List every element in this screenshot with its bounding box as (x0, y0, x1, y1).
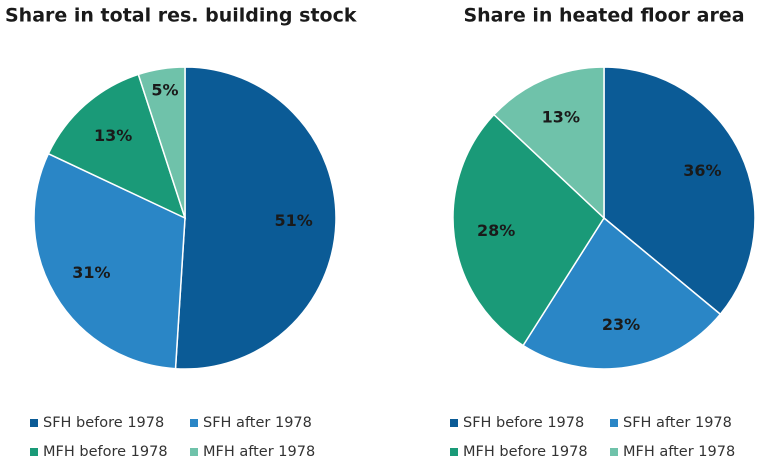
legend-label: SFH after 1978 (203, 415, 312, 431)
data-label: 13% (542, 108, 580, 127)
legend-label: MFH before 1978 (463, 444, 588, 460)
chart-title: Share in heated floor area (463, 5, 744, 27)
legend-label: MFH before 1978 (43, 444, 168, 460)
pie-slice (492, 66, 605, 220)
data-label: 36% (683, 161, 721, 180)
chart-title: Share in total res. building stock (5, 5, 357, 27)
legend-swatch (610, 448, 618, 456)
legend-label: MFH after 1978 (623, 444, 735, 460)
legend-swatch (450, 448, 458, 456)
pie-slice (174, 66, 337, 370)
pie-slice (137, 66, 186, 219)
legend-label: SFH before 1978 (43, 415, 164, 431)
legend-swatch (30, 448, 38, 456)
pie-slice (603, 66, 756, 316)
pie-slice (522, 216, 722, 370)
legend-swatch (30, 419, 38, 427)
legend-swatch (610, 419, 618, 427)
data-label: 51% (275, 211, 313, 230)
legend-swatch (190, 419, 198, 427)
data-label: 13% (94, 126, 132, 145)
data-label: 23% (602, 315, 640, 334)
legend-swatch (450, 419, 458, 427)
pie-slice (47, 73, 187, 220)
legend-swatch (190, 448, 198, 456)
legend-label: MFH after 1978 (203, 444, 315, 460)
pie-slice (33, 152, 186, 370)
legend-label: SFH before 1978 (463, 415, 584, 431)
pie-slice (452, 113, 605, 347)
data-label: 28% (477, 221, 515, 240)
legend-label: SFH after 1978 (623, 415, 732, 431)
data-label: 5% (151, 81, 178, 100)
data-label: 31% (72, 263, 110, 282)
